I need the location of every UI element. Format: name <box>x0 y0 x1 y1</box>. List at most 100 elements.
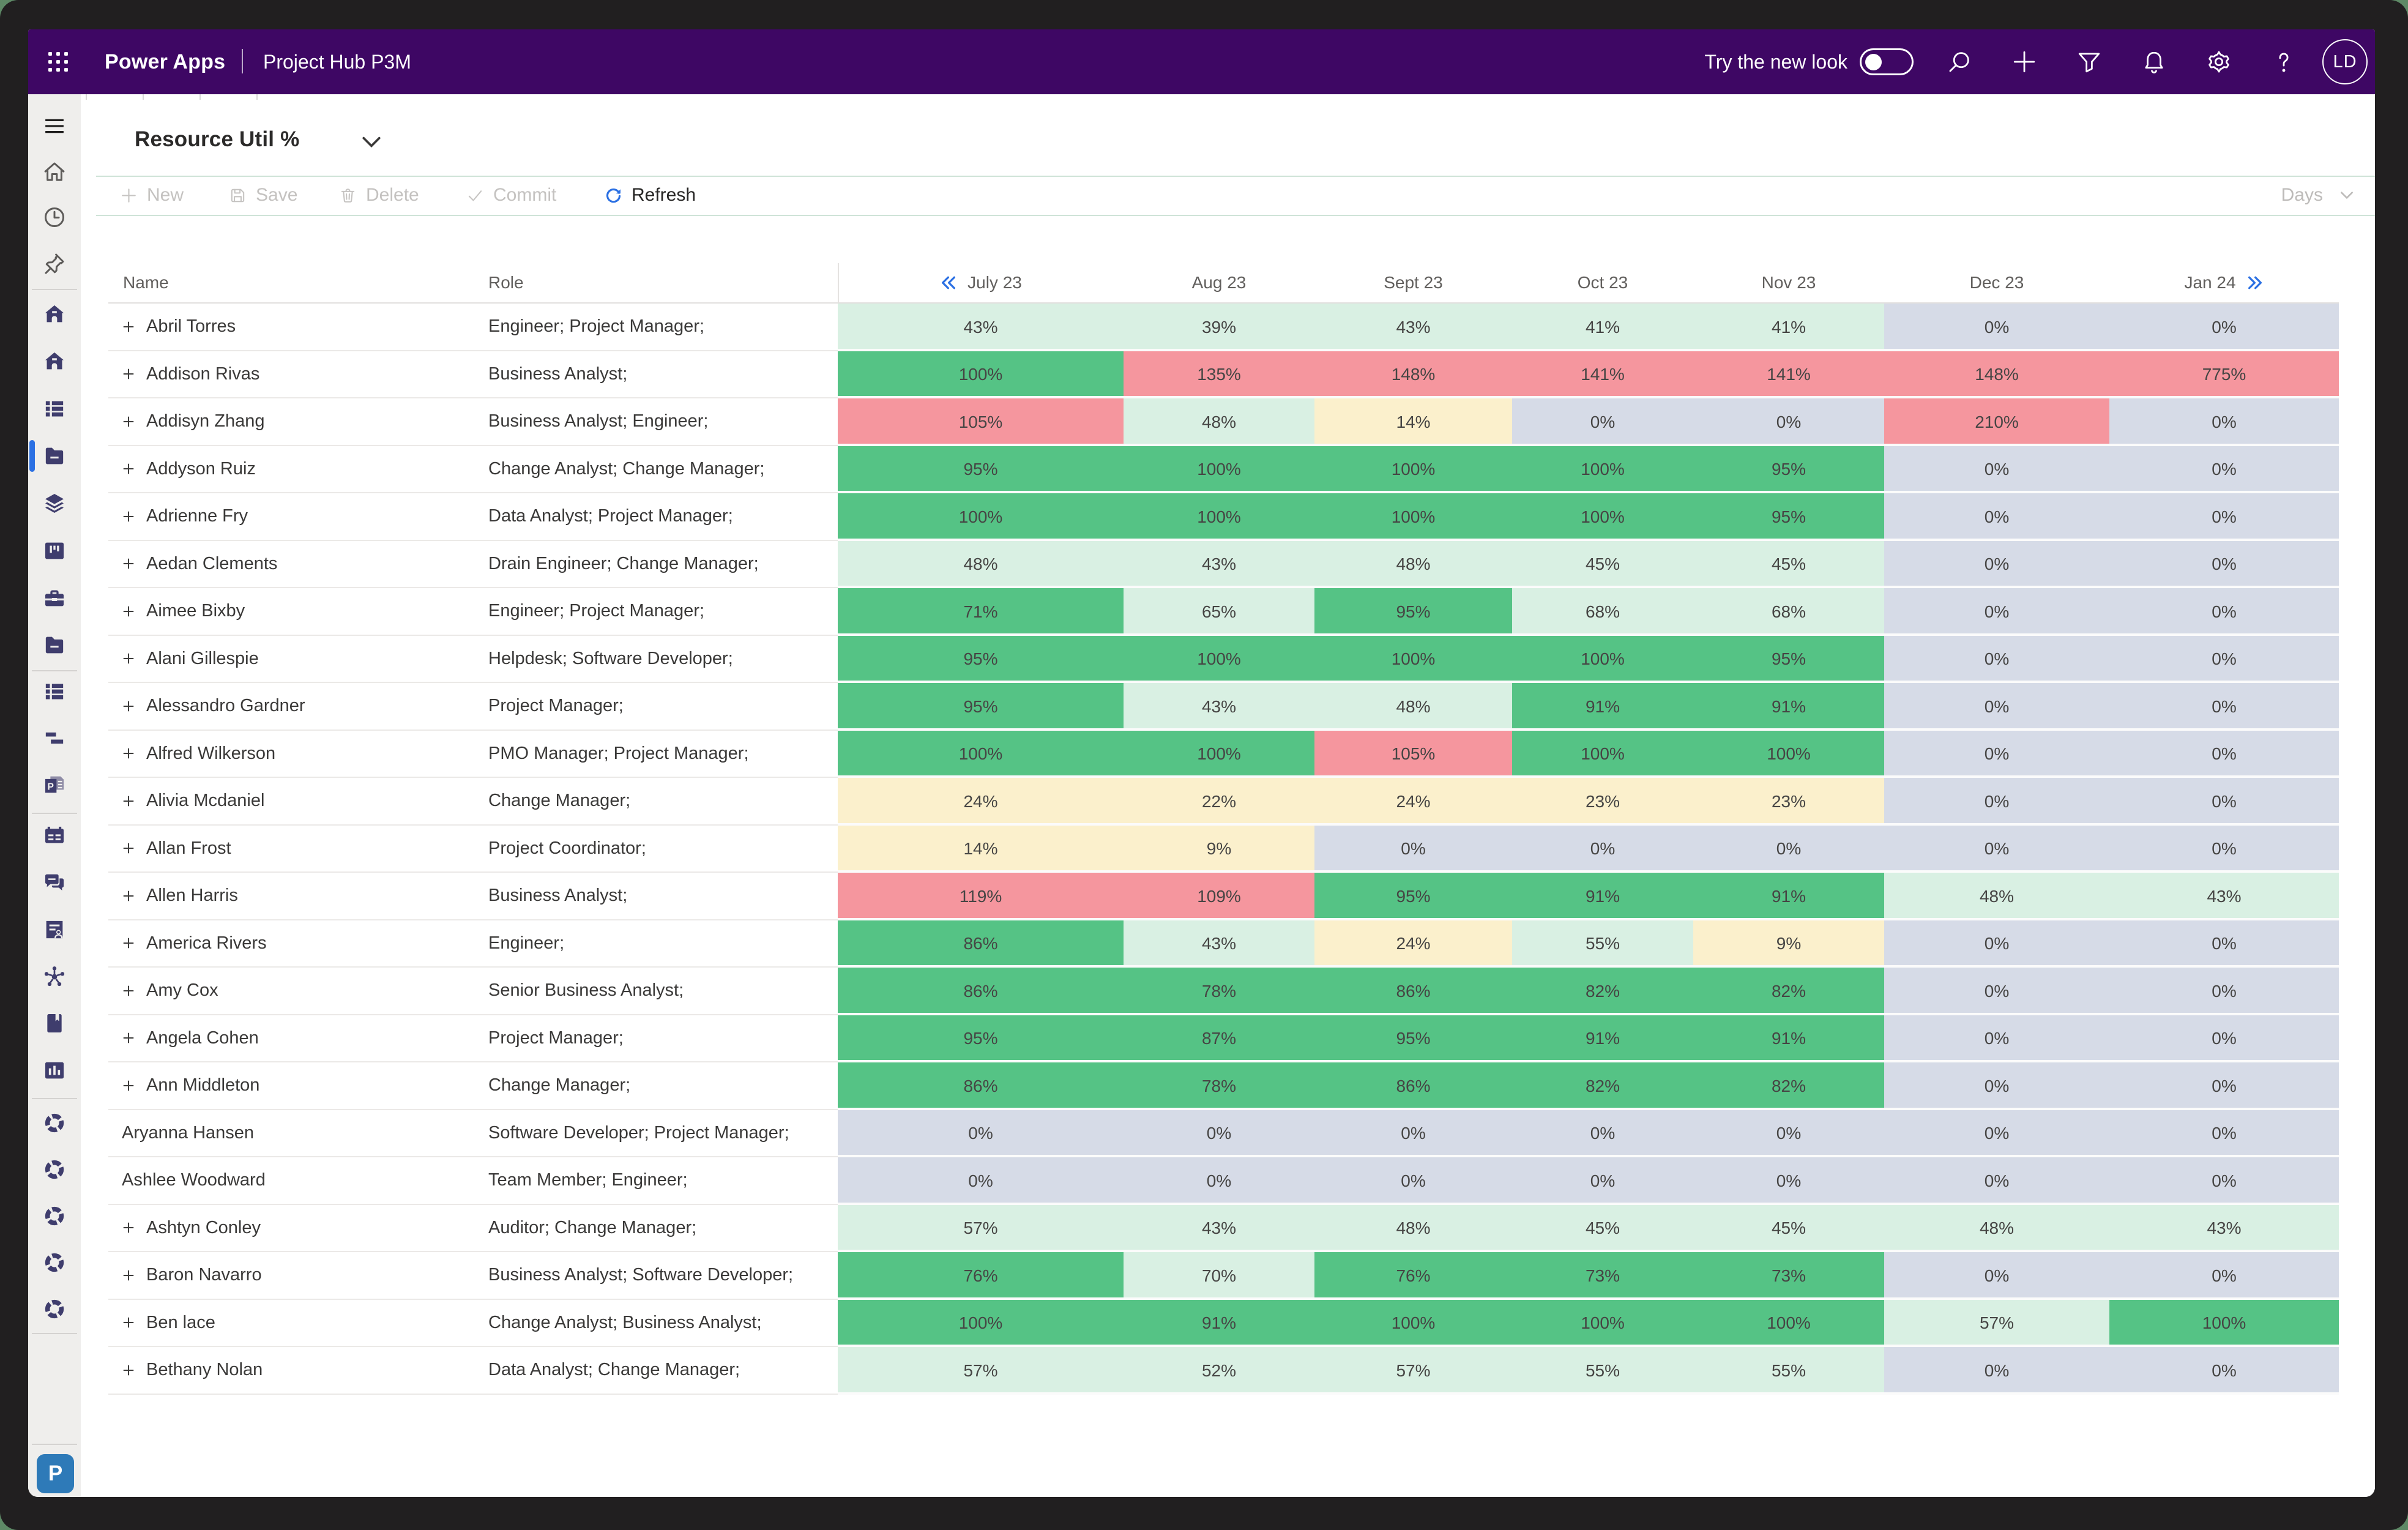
expand-row-icon[interactable] <box>122 936 135 950</box>
resource-role-cell[interactable]: Helpdesk; Software Developer; <box>476 636 838 683</box>
grid-row[interactable]: Alani Gillespie Helpdesk; Software Develo… <box>108 635 2339 683</box>
utilization-cell[interactable]: 43% <box>1124 540 1314 588</box>
utilization-cell[interactable]: 100% <box>1693 1299 1884 1347</box>
month-column-header[interactable]: Aug 23 <box>1191 273 1247 292</box>
resource-role-cell[interactable]: Change Analyst; Business Analyst; <box>476 1300 838 1347</box>
resource-name-cell[interactable]: Alivia Mcdaniel <box>108 778 476 826</box>
utilization-cell[interactable]: 0% <box>1884 968 2109 1015</box>
utilization-cell[interactable]: 95% <box>1693 635 1884 683</box>
utilization-cell[interactable]: 55% <box>1512 920 1693 968</box>
resource-role-cell[interactable]: Data Analyst; Change Manager; <box>476 1347 838 1395</box>
utilization-cell[interactable]: 100% <box>1124 635 1314 683</box>
resource-name-cell[interactable]: Allan Frost <box>108 826 476 873</box>
month-column-header[interactable]: July 23 <box>838 263 1124 302</box>
resource-role-cell[interactable]: Software Developer; Project Manager; <box>476 1110 838 1157</box>
resource-role-cell[interactable]: Change Analyst; Change Manager; <box>476 446 838 493</box>
expand-row-icon[interactable] <box>122 1031 135 1045</box>
resource-role-cell[interactable]: Business Analyst; <box>476 873 838 920</box>
sidebar-item-folder-2[interactable] <box>28 625 81 665</box>
utilization-cell[interactable]: 95% <box>838 635 1124 683</box>
utilization-cell[interactable]: 0% <box>2109 825 2339 873</box>
utilization-cell[interactable]: 95% <box>1314 873 1512 920</box>
sidebar-item-folder[interactable] <box>28 436 81 476</box>
resource-name-cell[interactable]: America Rivers <box>108 920 476 968</box>
expand-row-icon[interactable] <box>122 700 135 713</box>
utilization-cell[interactable]: 0% <box>1884 730 2109 778</box>
view-selector-chevron-icon[interactable] <box>361 136 382 151</box>
utilization-cell[interactable]: 22% <box>1124 778 1314 826</box>
help-icon[interactable] <box>2251 29 2316 94</box>
utilization-cell[interactable]: 45% <box>1512 540 1693 588</box>
utilization-cell[interactable]: 73% <box>1512 1252 1693 1300</box>
sidebar-item-home-filled[interactable] <box>28 294 81 334</box>
utilization-cell[interactable]: 0% <box>1693 1110 1884 1157</box>
refresh-button[interactable]: Refresh <box>605 176 696 215</box>
resource-role-cell[interactable]: Project Manager; <box>476 1015 838 1062</box>
utilization-cell[interactable]: 82% <box>1512 968 1693 1015</box>
resource-name-cell[interactable]: Bethany Nolan <box>108 1347 476 1395</box>
utilization-cell[interactable]: 91% <box>1124 1299 1314 1347</box>
utilization-cell[interactable]: 24% <box>1314 778 1512 826</box>
sidebar-item-home-filled-2[interactable] <box>28 341 81 381</box>
grid-row[interactable]: Bethany Nolan Data Analyst; Change Manage… <box>108 1347 2339 1395</box>
utilization-cell[interactable]: 100% <box>1314 635 1512 683</box>
utilization-cell[interactable]: 86% <box>1314 1062 1512 1110</box>
utilization-cell[interactable]: 100% <box>1124 493 1314 541</box>
sidebar-item-slides-doc[interactable] <box>28 765 81 804</box>
utilization-cell[interactable]: 0% <box>838 1110 1124 1157</box>
utilization-cell[interactable]: 45% <box>1512 1204 1693 1252</box>
utilization-cell[interactable]: 0% <box>1314 1110 1512 1157</box>
expand-row-icon[interactable] <box>122 652 135 665</box>
sidebar-item-recent-clock[interactable] <box>28 198 81 237</box>
resource-role-cell[interactable]: Business Analyst; Engineer; <box>476 398 838 446</box>
utilization-cell[interactable]: 86% <box>838 1062 1124 1110</box>
utilization-cell[interactable]: 91% <box>1512 1015 1693 1062</box>
utilization-cell[interactable]: 9% <box>1124 825 1314 873</box>
utilization-cell[interactable]: 0% <box>2109 1062 2339 1110</box>
grid-row[interactable]: Amy Cox Senior Business Analyst; 86% 78% 86%… <box>108 968 2339 1015</box>
expand-row-icon[interactable] <box>122 842 135 855</box>
resource-role-cell[interactable]: Drain Engineer; Change Manager; <box>476 541 838 588</box>
utilization-cell[interactable]: 0% <box>2109 1157 2339 1205</box>
utilization-cell[interactable]: 52% <box>1124 1347 1314 1395</box>
resource-name-cell[interactable]: Baron Navarro <box>108 1252 476 1300</box>
utilization-cell[interactable]: 48% <box>1314 1204 1512 1252</box>
utilization-cell[interactable]: 0% <box>1884 778 2109 826</box>
month-column-header[interactable]: Nov 23 <box>1761 273 1816 292</box>
resource-role-cell[interactable]: PMO Manager; Project Manager; <box>476 731 838 778</box>
sidebar-item-compass-4[interactable] <box>28 1243 81 1282</box>
resource-role-cell[interactable]: Change Manager; <box>476 778 838 826</box>
utilization-cell[interactable]: 100% <box>1512 635 1693 683</box>
utilization-cell[interactable]: 100% <box>1512 446 1693 493</box>
commit-button[interactable]: Commit <box>466 176 556 215</box>
utilization-cell[interactable]: 0% <box>1884 920 2109 968</box>
utilization-cell[interactable]: 95% <box>1693 446 1884 493</box>
utilization-cell[interactable]: 41% <box>1693 304 1884 351</box>
expand-row-icon[interactable] <box>122 320 135 334</box>
utilization-cell[interactable]: 91% <box>1512 683 1693 731</box>
utilization-cell[interactable]: 48% <box>1884 873 2109 920</box>
utilization-cell[interactable]: 95% <box>1693 493 1884 541</box>
utilization-cell[interactable]: 43% <box>1124 920 1314 968</box>
sidebar-item-chat[interactable] <box>28 863 81 902</box>
utilization-cell[interactable]: 91% <box>1693 683 1884 731</box>
utilization-cell[interactable]: 95% <box>1314 588 1512 636</box>
utilization-cell[interactable]: 0% <box>1884 1157 2109 1205</box>
grid-row[interactable]: Aimee Bixby Engineer; Project Manager; 71%… <box>108 588 2339 636</box>
resource-name-cell[interactable]: Alessandro Gardner <box>108 683 476 731</box>
month-column-header[interactable]: Dec 23 <box>1969 273 2024 292</box>
utilization-cell[interactable]: 0% <box>1884 1252 2109 1300</box>
resource-name-cell[interactable]: Ashlee Woodward <box>108 1157 476 1205</box>
utilization-cell[interactable]: 57% <box>1314 1347 1512 1395</box>
utilization-cell[interactable]: 76% <box>838 1252 1124 1300</box>
utilization-cell[interactable]: 48% <box>1884 1204 2109 1252</box>
utilization-cell[interactable]: 86% <box>1314 968 1512 1015</box>
resource-name-cell[interactable]: Ann Middleton <box>108 1062 476 1110</box>
utilization-cell[interactable]: 100% <box>1314 493 1512 541</box>
sidebar-item-toolbox[interactable] <box>28 578 81 618</box>
utilization-cell[interactable]: 105% <box>838 398 1124 446</box>
utilization-cell[interactable]: 100% <box>1512 730 1693 778</box>
utilization-cell[interactable]: 0% <box>2109 398 2339 446</box>
resource-role-cell[interactable]: Senior Business Analyst; <box>476 968 838 1015</box>
expand-row-icon[interactable] <box>122 1079 135 1092</box>
